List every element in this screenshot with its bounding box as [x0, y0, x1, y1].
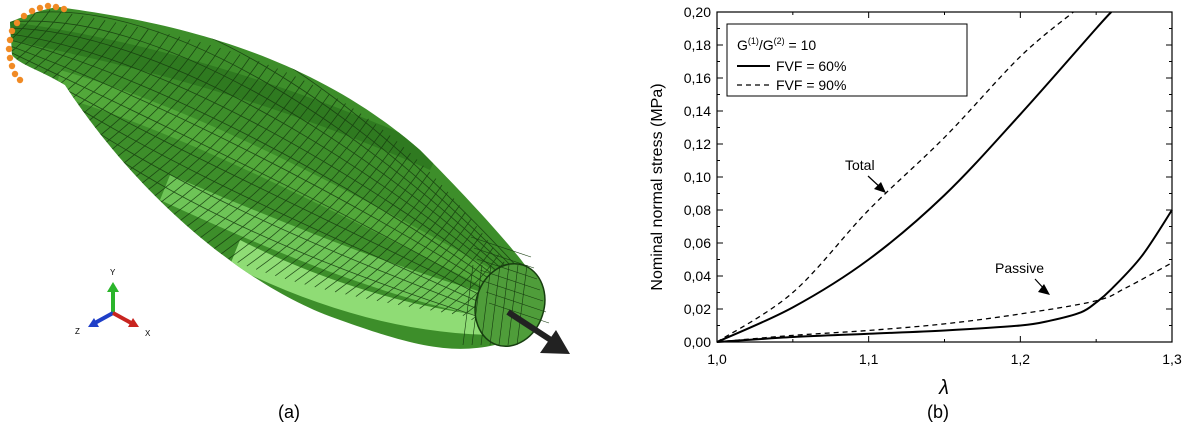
legend-entry-90: FVF = 90%: [776, 77, 846, 93]
x-axis-label: λ: [938, 377, 949, 399]
annotation-passive-label: Passive: [995, 260, 1044, 276]
series-line-total-solid: [716, 11, 1113, 343]
y-tick-label: 0,20: [684, 4, 711, 20]
annotation-total-label: Total: [845, 157, 875, 173]
y-tick-label: 0,16: [684, 70, 711, 86]
x-tick-label: 1,3: [1162, 351, 1182, 367]
load-arrow-icon: [506, 309, 570, 354]
x-tick-label: 1,1: [859, 351, 879, 367]
axis-label-x: X: [145, 329, 151, 338]
x-tick-label: 1,2: [1011, 351, 1031, 367]
y-tick-label: 0,14: [684, 103, 711, 119]
panel-a: Y Z X (a): [5, 2, 570, 422]
annotation-total: Total: [845, 157, 886, 193]
legend-title: G(1)/G(2) = 10: [737, 36, 816, 53]
panel-b: 0,00 0,02 0,04 0,06 0,08 0,10 0,12 0,14 0,16 0,18…: [610, 0, 1191, 437]
y-tick-label: 0,12: [684, 136, 711, 152]
annotation-passive-arrow-icon: [1038, 284, 1050, 295]
series-line-passive-dashed: [716, 262, 1173, 343]
y-tick-label: 0,02: [684, 301, 711, 317]
y-tick-label: 0,10: [684, 169, 711, 185]
x-tick-label: 1,0: [707, 351, 727, 367]
caption-a: (a): [278, 402, 300, 422]
series-line-total-dashed: [716, 11, 1074, 343]
y-tick-label: 0,06: [684, 235, 711, 251]
caption-b: (b): [927, 402, 949, 422]
stress-stretch-chart: 0,00 0,02 0,04 0,06 0,08 0,10 0,12 0,14 0,16 0,18…: [649, 4, 1182, 399]
axis-label-z: Z: [75, 327, 80, 336]
series-line-passive-solid: [716, 209, 1173, 343]
legend-entry-60: FVF = 60%: [776, 58, 846, 74]
legend: G(1)/G(2) = 10 FVF = 60% FVF = 90%: [726, 23, 968, 97]
annotation-total-arrow-icon: [874, 182, 886, 193]
y-tick-label: 0,04: [684, 268, 711, 284]
y-axis-label: Nominal normal stress (MPa): [649, 83, 666, 290]
y-tick-label: 0,08: [684, 202, 711, 218]
muscle-mesh-figure: Y Z X: [5, 2, 570, 354]
coordinate-triad-icon: Y Z X: [75, 268, 151, 338]
y-tick-label: 0,18: [684, 37, 711, 53]
annotation-passive: Passive: [995, 260, 1050, 295]
boundary-condition-markers: [5, 2, 68, 84]
axis-label-y: Y: [110, 268, 116, 277]
y-tick-label: 0,00: [684, 334, 711, 350]
